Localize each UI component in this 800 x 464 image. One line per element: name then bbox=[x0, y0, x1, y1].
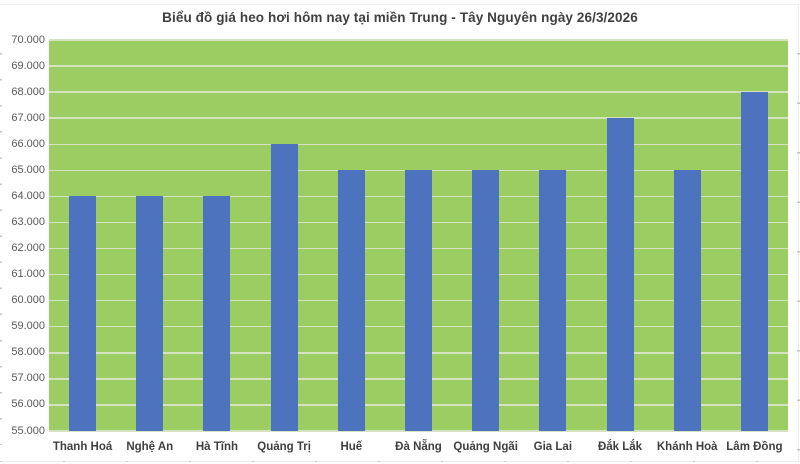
y-tick-label-63000: 63.000 bbox=[11, 215, 45, 228]
x-label-gia-lai: Gia Lai bbox=[533, 441, 573, 453]
gridline bbox=[49, 143, 788, 146]
bar-hue bbox=[337, 170, 365, 431]
bar-quang-ngai bbox=[472, 170, 500, 431]
bar-nghe-an bbox=[136, 196, 164, 431]
gridline bbox=[49, 430, 788, 432]
plot-area bbox=[49, 39, 788, 432]
bar-khanh-hoa bbox=[673, 170, 701, 431]
y-tick-label-70000: 70.000 bbox=[11, 33, 45, 46]
x-label-khanh-hoa: Khánh Hoà bbox=[656, 441, 718, 453]
y-tick-label-68000: 68.000 bbox=[11, 85, 45, 98]
y-tick-label-67000: 67.000 bbox=[11, 111, 45, 124]
gridline bbox=[49, 91, 788, 93]
y-tick-label-60000: 60.000 bbox=[11, 294, 45, 307]
x-label-lam-dong: Lâm Đồng bbox=[726, 441, 783, 453]
bar-ha-tinh bbox=[203, 196, 231, 431]
y-tick-label-65000: 65.000 bbox=[11, 163, 45, 176]
y-tick-label-56000: 56.000 bbox=[11, 398, 45, 411]
spreadsheet-gridline-artifact-right bbox=[797, 5, 800, 460]
y-tick-label-66000: 66.000 bbox=[11, 137, 45, 150]
gridline bbox=[49, 65, 788, 67]
y-tick-label-55000: 55.000 bbox=[11, 424, 45, 437]
spreadsheet-gridline-artifact-bottom bbox=[0, 460, 800, 462]
y-tick-label-64000: 64.000 bbox=[11, 189, 45, 202]
spreadsheet-gridline-artifact-left bbox=[0, 53, 2, 445]
y-tick-label-62000: 62.000 bbox=[11, 242, 45, 255]
y-tick-label-57000: 57.000 bbox=[11, 372, 45, 385]
gridline bbox=[49, 169, 788, 172]
bar-quang-tri bbox=[270, 144, 298, 431]
x-label-ha-tinh: Hà Tĩnh bbox=[195, 441, 239, 453]
chart-title: Biểu đồ giá heo hơi hôm nay tại miền Tru… bbox=[162, 10, 638, 25]
bar-thanh-hoa bbox=[69, 196, 97, 431]
x-label-quang-ngai: Quảng Ngãi bbox=[453, 441, 518, 453]
bar-lam-dong bbox=[740, 92, 768, 431]
y-tick-label-59000: 59.000 bbox=[11, 320, 45, 333]
x-label-nghe-an: Nghệ An bbox=[126, 441, 174, 453]
y-tick-label-58000: 58.000 bbox=[11, 346, 45, 359]
x-label-thanh-hoa: Thanh Hoá bbox=[52, 441, 113, 453]
x-label-dak-lak: Đắk Lắk bbox=[597, 441, 643, 453]
x-label-hue: Huế bbox=[340, 441, 363, 453]
gridline bbox=[49, 39, 788, 41]
bar-dak-lak bbox=[606, 118, 634, 431]
bar-gia-lai bbox=[539, 170, 567, 431]
x-label-da-nang: Đà Nẵng bbox=[395, 441, 442, 453]
gridline bbox=[49, 117, 788, 119]
spreadsheet-gridline-artifact-top bbox=[0, 4, 800, 5]
y-tick-label-61000: 61.000 bbox=[11, 268, 45, 281]
y-tick-label-69000: 69.000 bbox=[11, 59, 45, 72]
bar-da-nang bbox=[405, 170, 432, 431]
x-label-quang-tri: Quảng Trị bbox=[257, 441, 311, 453]
